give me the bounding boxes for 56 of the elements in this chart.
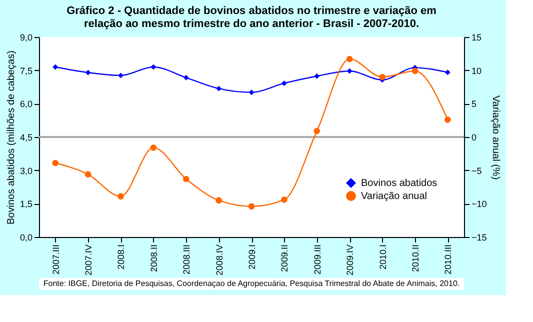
y-tick-label: 9,0 (20, 32, 32, 42)
x-tick-label: 2010.I (378, 244, 388, 270)
x-tick-label: 2008.IV (214, 244, 224, 276)
point (314, 128, 320, 134)
point (444, 116, 451, 123)
y2-tick-label: −15 (472, 232, 487, 242)
x-tick-label: 2010.II (410, 244, 420, 272)
x-tick-label: 2009.I (247, 244, 257, 270)
y-tick-label: 6,0 (20, 99, 32, 110)
x-tick-label: 2010.III (443, 244, 454, 275)
x-tick-label: 2009.IV (345, 244, 356, 276)
y2-tick-label: 0 (472, 132, 477, 142)
legend-label: Bovinos abatidos (361, 178, 438, 189)
point (85, 70, 91, 76)
point (314, 73, 320, 79)
y-tick-label: 4,5 (20, 132, 32, 142)
source-note: Fonte: IBGE, Diretoria de Pesquisas, Coordenaçao de Agropecuária, Pesquisa Trimestral do Abate de Animais, 2010. (43, 279, 460, 288)
point (444, 70, 450, 76)
y-tick-label: 7,5 (20, 66, 32, 76)
y2-axis-title: Variação anual (%) (490, 95, 501, 180)
y2-tick-label: 10 (472, 66, 482, 76)
point (412, 68, 418, 74)
point (346, 56, 353, 62)
y2-tick-label: −10 (472, 199, 487, 210)
x-tick-label: 2007.IV (84, 244, 94, 276)
y2-tick-label: 15 (472, 32, 482, 42)
y2-tick-label: 5 (472, 99, 477, 110)
point (379, 74, 386, 80)
x-tick-label: 2009.II (280, 244, 290, 272)
y-tick-label: 0,0 (20, 232, 32, 242)
point (248, 203, 255, 210)
point (281, 196, 288, 203)
point (150, 144, 157, 151)
x-tick-label: 2008.I (116, 244, 126, 270)
point (248, 90, 254, 96)
y2-tick-label: −5 (472, 166, 482, 176)
point (281, 80, 287, 86)
point (346, 68, 352, 74)
y-tick-label: 3,0 (20, 166, 32, 176)
point (150, 64, 156, 70)
point (52, 160, 59, 166)
point (84, 171, 92, 178)
point (118, 193, 124, 200)
point (52, 64, 58, 70)
point (183, 74, 189, 80)
x-tick-label: 2007.III (50, 244, 61, 275)
point (182, 176, 190, 182)
chart-title: Gráfico 2 - Quantidade de bovinos abatidos no trimestre e variação em relação ao mesmo trimestre do ano anterior - Brasil - 2007-2010. (66, 5, 437, 30)
x-tick-label: 2008.III (182, 244, 192, 275)
point (216, 197, 222, 204)
legend-label: Variação anual (361, 191, 427, 202)
point (216, 86, 222, 92)
x-tick-label: 2009.III (312, 244, 322, 275)
y-axis-title: Bovinos abatidos (milhões de cabeças) (6, 50, 17, 224)
y-tick-label: 1,5 (20, 199, 32, 210)
x-tick-label: 2008.II (148, 244, 159, 272)
